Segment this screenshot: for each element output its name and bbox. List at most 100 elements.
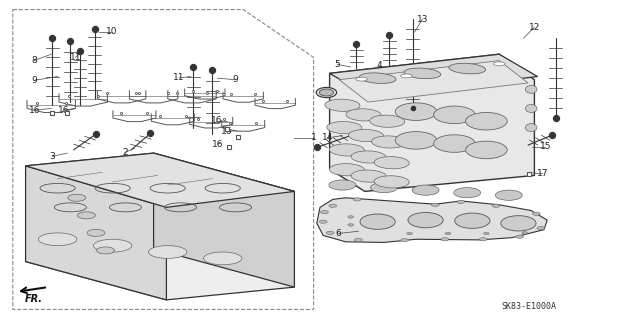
Ellipse shape [479, 238, 487, 241]
Text: 1: 1 [311, 133, 316, 142]
Ellipse shape [87, 229, 105, 236]
Ellipse shape [356, 77, 367, 81]
Ellipse shape [348, 224, 354, 226]
Ellipse shape [401, 239, 408, 242]
Ellipse shape [445, 232, 451, 235]
Ellipse shape [327, 122, 362, 134]
Ellipse shape [148, 246, 187, 258]
Ellipse shape [330, 164, 364, 176]
Ellipse shape [326, 231, 334, 234]
Polygon shape [26, 153, 294, 207]
Ellipse shape [404, 68, 441, 79]
Text: 15: 15 [540, 142, 551, 151]
Ellipse shape [353, 198, 361, 201]
Ellipse shape [329, 180, 356, 190]
Polygon shape [330, 54, 534, 191]
Ellipse shape [93, 239, 132, 252]
Ellipse shape [372, 136, 406, 148]
Text: 9: 9 [233, 75, 238, 84]
Ellipse shape [330, 144, 364, 156]
Ellipse shape [401, 74, 412, 78]
Ellipse shape [525, 123, 537, 132]
Ellipse shape [77, 212, 95, 219]
Ellipse shape [408, 212, 444, 228]
Text: 16: 16 [221, 127, 233, 136]
Text: FR.: FR. [24, 294, 42, 304]
Text: 16: 16 [212, 140, 223, 149]
Ellipse shape [351, 151, 386, 163]
Text: 11: 11 [70, 53, 81, 62]
Text: 2: 2 [122, 148, 127, 157]
Text: 16: 16 [29, 106, 41, 115]
Text: SK83-E1000A: SK83-E1000A [502, 302, 557, 311]
Ellipse shape [454, 213, 490, 228]
Ellipse shape [466, 113, 507, 130]
Ellipse shape [396, 103, 437, 121]
Ellipse shape [348, 216, 354, 218]
Ellipse shape [466, 141, 507, 159]
Ellipse shape [525, 85, 537, 93]
Ellipse shape [204, 252, 242, 265]
Ellipse shape [449, 63, 486, 74]
Ellipse shape [371, 182, 397, 193]
Text: 4: 4 [377, 61, 382, 70]
Ellipse shape [360, 214, 396, 229]
Ellipse shape [537, 226, 545, 230]
Ellipse shape [454, 188, 481, 198]
Polygon shape [26, 166, 166, 300]
Text: 17: 17 [537, 169, 548, 178]
Ellipse shape [319, 89, 333, 96]
Ellipse shape [492, 204, 500, 207]
Text: 7: 7 [321, 91, 326, 100]
Ellipse shape [38, 233, 77, 246]
Ellipse shape [370, 115, 404, 127]
Text: 13: 13 [417, 15, 428, 24]
Polygon shape [339, 61, 528, 102]
Text: 11: 11 [173, 73, 185, 82]
Ellipse shape [434, 135, 475, 152]
Ellipse shape [351, 170, 386, 182]
Ellipse shape [407, 232, 413, 235]
Ellipse shape [484, 232, 489, 235]
Ellipse shape [329, 204, 337, 207]
Polygon shape [317, 198, 547, 242]
Ellipse shape [412, 185, 439, 195]
Polygon shape [330, 54, 538, 96]
Ellipse shape [349, 130, 383, 142]
Ellipse shape [441, 238, 449, 241]
Polygon shape [26, 153, 294, 300]
Ellipse shape [501, 216, 536, 231]
Text: 9: 9 [31, 76, 36, 85]
Ellipse shape [457, 200, 465, 204]
Ellipse shape [325, 99, 360, 111]
Polygon shape [154, 153, 294, 287]
Text: 8: 8 [31, 56, 36, 65]
Ellipse shape [522, 232, 527, 234]
Ellipse shape [321, 211, 328, 214]
Ellipse shape [316, 87, 337, 98]
Text: 14: 14 [322, 133, 333, 142]
Text: 12: 12 [529, 23, 540, 32]
Ellipse shape [516, 235, 524, 238]
Ellipse shape [493, 62, 505, 66]
Text: 6: 6 [335, 229, 340, 238]
Ellipse shape [97, 247, 115, 254]
Text: 10: 10 [106, 27, 118, 36]
Ellipse shape [525, 105, 537, 113]
Text: 3: 3 [50, 152, 55, 161]
Text: 16: 16 [58, 106, 70, 115]
Ellipse shape [495, 190, 522, 200]
Ellipse shape [396, 131, 437, 149]
Text: 5: 5 [335, 60, 340, 69]
Ellipse shape [374, 157, 409, 169]
Ellipse shape [374, 176, 409, 188]
Ellipse shape [532, 212, 540, 215]
Ellipse shape [359, 73, 396, 84]
Ellipse shape [68, 194, 86, 201]
Ellipse shape [431, 203, 439, 206]
Ellipse shape [355, 238, 362, 241]
Ellipse shape [319, 220, 327, 223]
Text: 16: 16 [211, 116, 222, 125]
Ellipse shape [434, 106, 475, 124]
Ellipse shape [346, 109, 381, 121]
